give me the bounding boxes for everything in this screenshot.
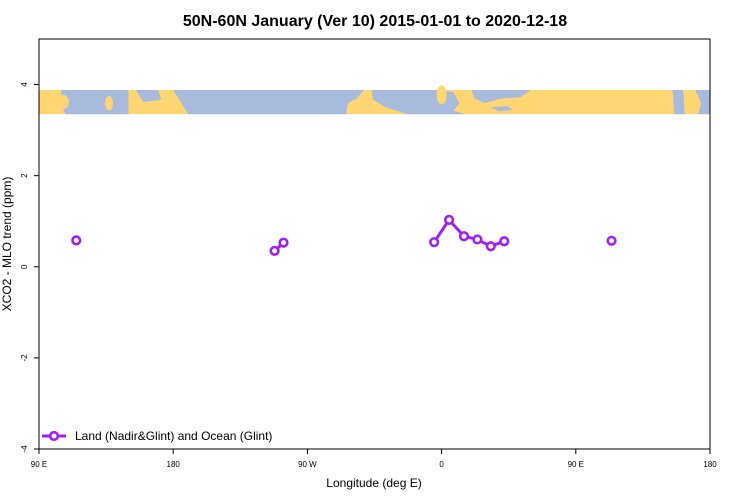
y-tick-label: -2 [20,354,29,362]
map-ocean-area [471,90,532,104]
map-island [56,94,69,110]
legend-label: Land (Nadir&Glint) and Ocean (Glint) [75,429,272,443]
x-axis: 90 E 180 90 W 0 90 E 180 [31,449,717,469]
y-tick-label: 4 [20,82,29,87]
legend: Land (Nadir&Glint) and Ocean (Glint) [42,429,272,443]
y-axis-label: XCO2 - MLO trend (ppm) [0,177,14,312]
x-tick-label: 180 [167,460,181,469]
map-ocean-area [173,90,365,115]
y-tick-label: 0 [20,264,29,269]
y-tick-label: -4 [20,445,29,453]
y-tick-label: 2 [20,173,29,178]
data-point [485,241,496,252]
data-point [429,237,440,248]
map-ocean-area [59,90,129,115]
data-point [499,236,510,247]
map-ocean-area [695,90,710,115]
map-ocean-area [672,90,685,115]
data-point [278,237,289,248]
x-tick-label: 90 E [31,460,47,469]
data-point [458,231,470,242]
map-ocean-area [490,106,514,112]
data-point [71,235,82,246]
map-island [105,96,114,111]
map-island [436,85,447,105]
x-tick-label: 90 W [298,460,317,469]
data-point [269,245,280,256]
legend-marker [48,430,60,442]
chart-title: 50N-60N January (Ver 10) 2015-01-01 to 2… [183,13,567,30]
x-tick-label: 90 E [568,460,584,469]
data-point [606,235,617,246]
map-ocean-area [135,90,162,103]
data-point [443,214,455,225]
x-tick-label: 180 [703,460,717,469]
map-strip [39,85,710,115]
x-axis-label: Longitude (deg E) [326,476,421,490]
data-point [472,234,483,245]
plot-frame [38,38,711,450]
series-layer [71,214,617,256]
y-axis: -4 -2 0 2 4 [20,82,39,453]
x-tick-label: 0 [439,460,444,469]
